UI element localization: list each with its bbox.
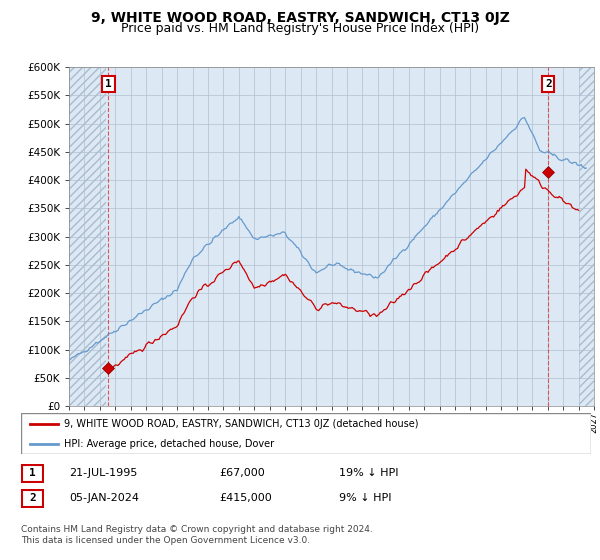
Text: 21-JUL-1995: 21-JUL-1995 <box>69 468 137 478</box>
Text: 9, WHITE WOOD ROAD, EASTRY, SANDWICH, CT13 0JZ: 9, WHITE WOOD ROAD, EASTRY, SANDWICH, CT… <box>91 11 509 25</box>
Text: 1: 1 <box>29 468 36 478</box>
Text: Price paid vs. HM Land Registry's House Price Index (HPI): Price paid vs. HM Land Registry's House … <box>121 22 479 35</box>
Text: 9% ↓ HPI: 9% ↓ HPI <box>339 493 391 503</box>
Text: HPI: Average price, detached house, Dover: HPI: Average price, detached house, Dove… <box>64 438 274 449</box>
Text: 19% ↓ HPI: 19% ↓ HPI <box>339 468 398 478</box>
Text: 9, WHITE WOOD ROAD, EASTRY, SANDWICH, CT13 0JZ (detached house): 9, WHITE WOOD ROAD, EASTRY, SANDWICH, CT… <box>64 419 418 429</box>
Bar <box>69 67 106 406</box>
Bar <box>578 67 594 406</box>
Text: Contains HM Land Registry data © Crown copyright and database right 2024.
This d: Contains HM Land Registry data © Crown c… <box>21 525 373 545</box>
Text: 1: 1 <box>105 79 112 89</box>
Text: 05-JAN-2024: 05-JAN-2024 <box>69 493 139 503</box>
Text: £67,000: £67,000 <box>219 468 265 478</box>
Text: £415,000: £415,000 <box>219 493 272 503</box>
Text: 2: 2 <box>29 493 36 503</box>
Text: 2: 2 <box>545 79 551 89</box>
